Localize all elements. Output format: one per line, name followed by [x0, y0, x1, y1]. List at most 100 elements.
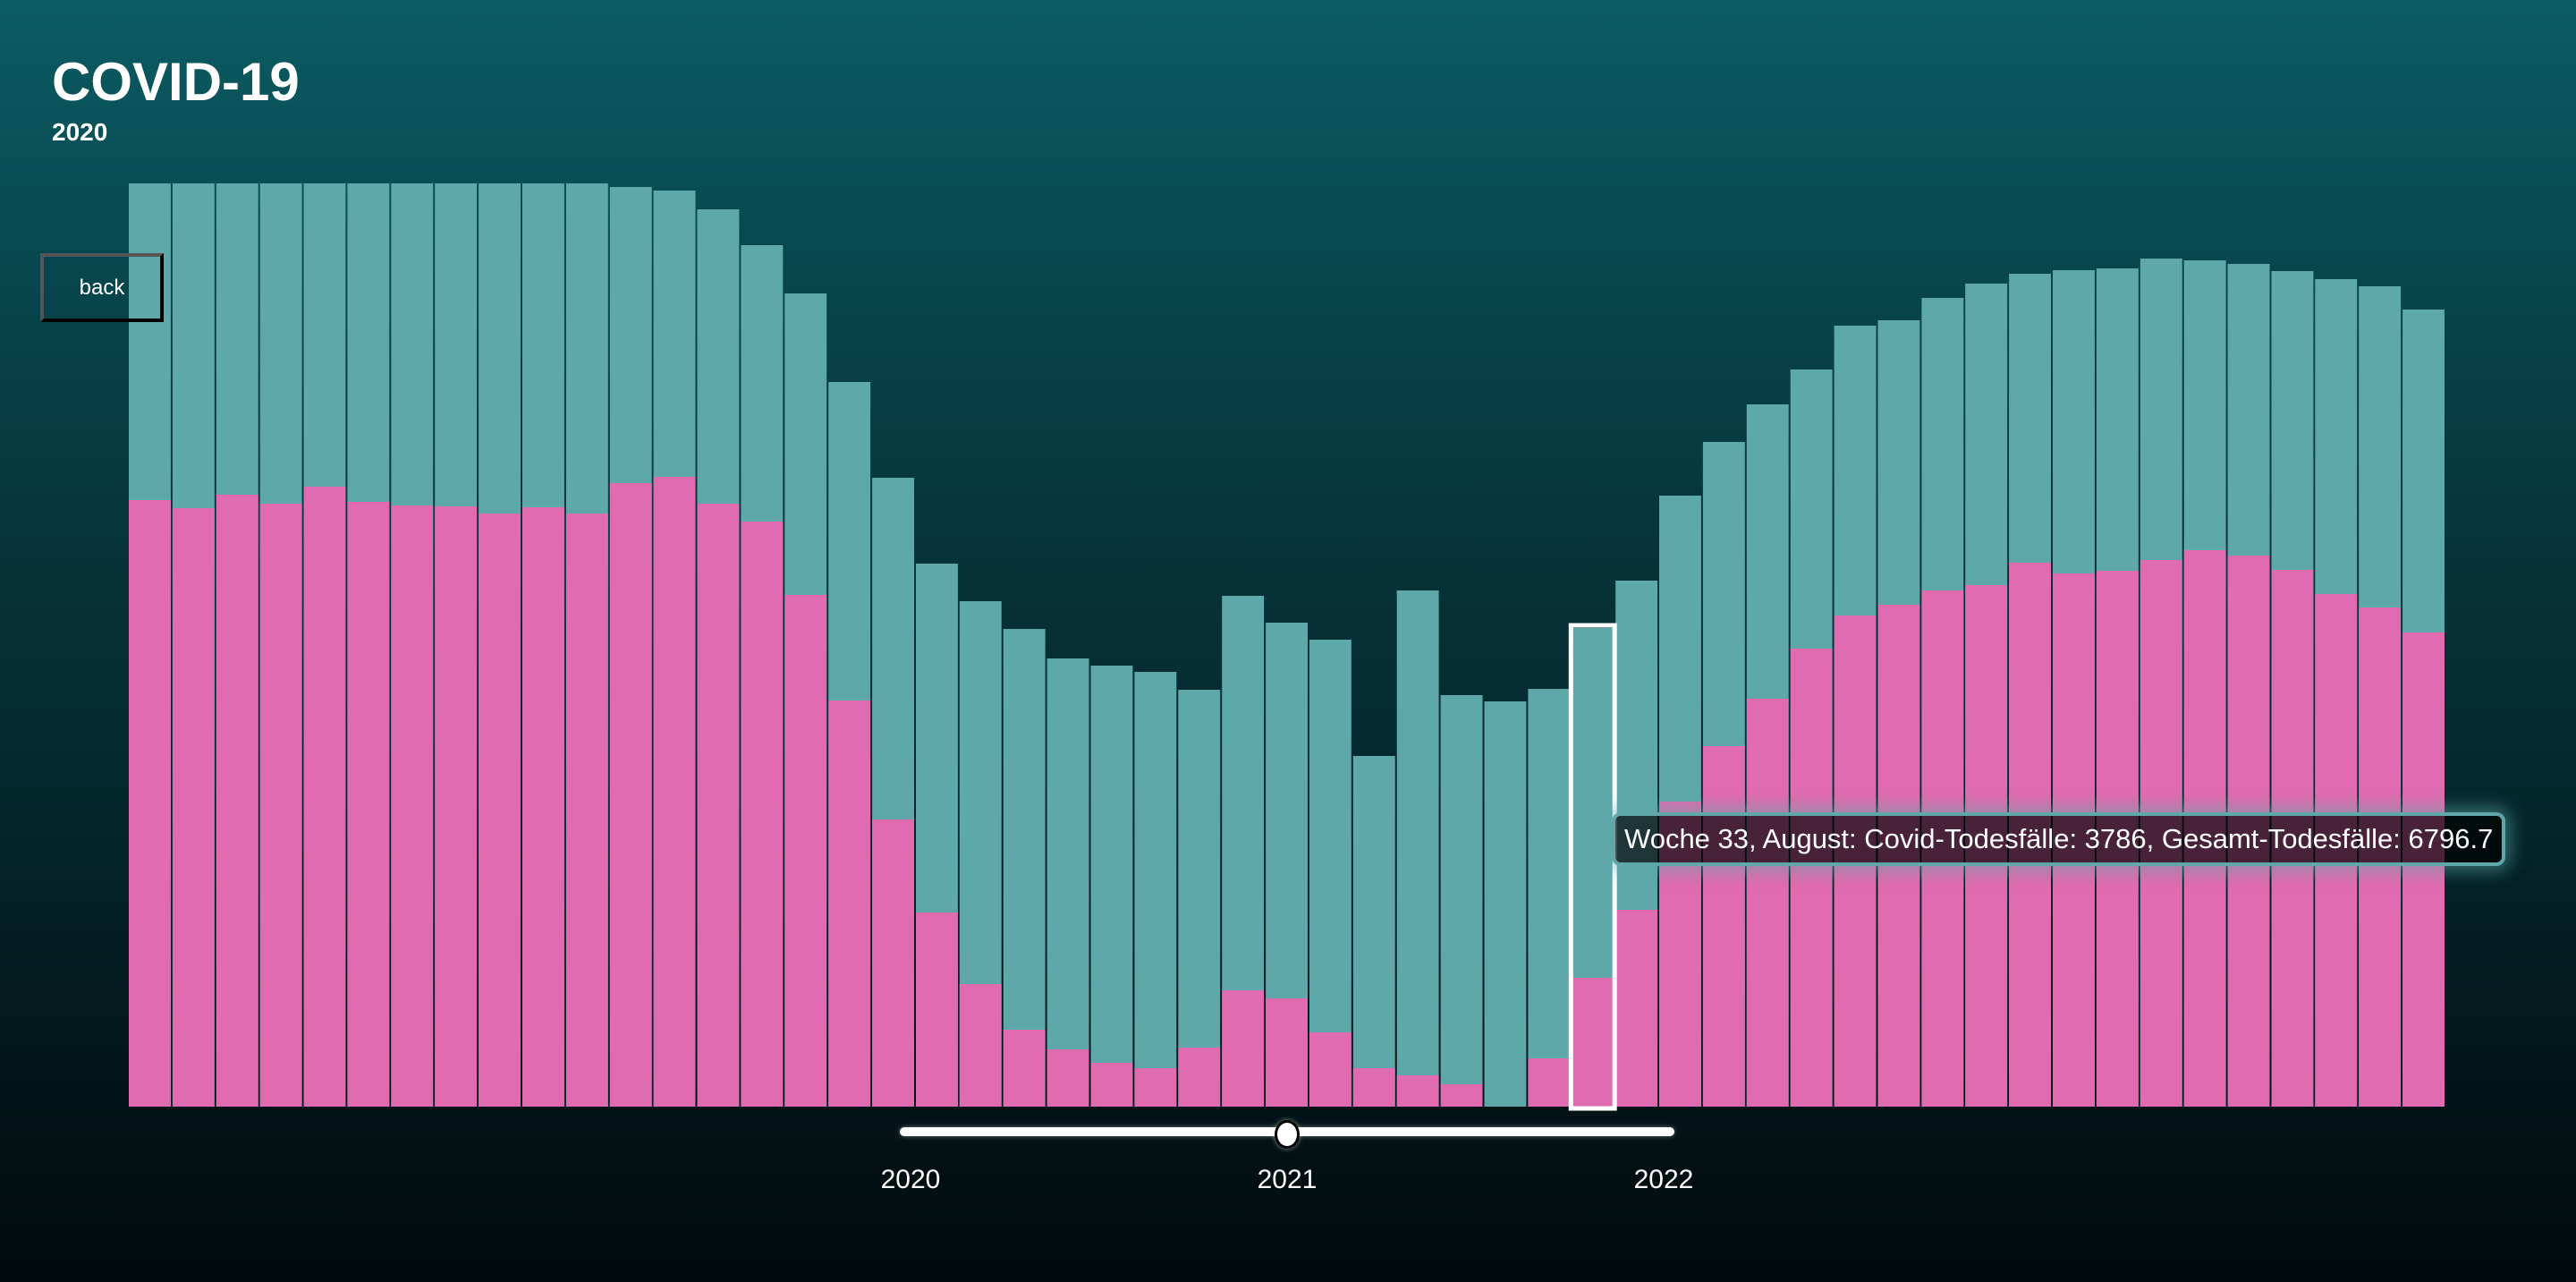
bar-week-40[interactable]: [1834, 326, 1877, 1107]
bar-covid-deaths[interactable]: [259, 504, 302, 1107]
bar-week-11[interactable]: [565, 183, 608, 1107]
bar-total-deaths[interactable]: [1352, 756, 1395, 1107]
bar-covid-deaths[interactable]: [1746, 699, 1789, 1107]
bar-total-deaths[interactable]: [1134, 672, 1177, 1107]
bar-week-10[interactable]: [522, 183, 564, 1107]
bar-week-26[interactable]: [1222, 596, 1265, 1107]
bar-week-47[interactable]: [2140, 259, 2182, 1107]
bar-covid-deaths[interactable]: [1396, 1075, 1439, 1107]
bar-week-50[interactable]: [2271, 271, 2314, 1107]
bar-week-21[interactable]: [1003, 629, 1046, 1107]
bar-week-39[interactable]: [1790, 369, 1833, 1107]
bar-week-19[interactable]: [916, 564, 958, 1107]
bar-covid-deaths[interactable]: [303, 487, 346, 1107]
bar-week-27[interactable]: [1266, 623, 1308, 1107]
bar-week-18[interactable]: [872, 478, 914, 1107]
bar-covid-deaths[interactable]: [1615, 910, 1658, 1107]
bar-total-deaths[interactable]: [1046, 658, 1089, 1107]
bar-week-1[interactable]: [129, 183, 171, 1107]
bar-week-7[interactable]: [391, 183, 434, 1107]
bar-covid-deaths[interactable]: [828, 700, 871, 1107]
bar-week-30[interactable]: [1396, 590, 1439, 1107]
bar-week-6[interactable]: [347, 183, 390, 1107]
bar-week-5[interactable]: [303, 183, 346, 1107]
bar-total-deaths[interactable]: [1484, 701, 1527, 1107]
bar-week-45[interactable]: [2053, 270, 2095, 1107]
bar-week-32[interactable]: [1484, 701, 1527, 1107]
bar-covid-deaths[interactable]: [1134, 1068, 1177, 1107]
bar-covid-deaths[interactable]: [1352, 1068, 1395, 1107]
bar-week-36[interactable]: [1659, 496, 1701, 1107]
year-slider[interactable]: [900, 1120, 1674, 1149]
bar-week-52[interactable]: [2359, 286, 2402, 1107]
bar-week-24[interactable]: [1134, 672, 1177, 1107]
bar-week-46[interactable]: [2096, 268, 2139, 1107]
bar-covid-deaths[interactable]: [1090, 1063, 1133, 1107]
bar-total-deaths[interactable]: [1090, 666, 1133, 1107]
bar-week-48[interactable]: [2183, 260, 2226, 1107]
bar-week-31[interactable]: [1440, 695, 1483, 1107]
bar-covid-deaths[interactable]: [784, 595, 827, 1107]
bar-covid-deaths[interactable]: [741, 522, 784, 1107]
bar-week-22[interactable]: [1046, 658, 1089, 1107]
bar-week-20[interactable]: [959, 601, 1002, 1107]
bar-covid-deaths[interactable]: [347, 502, 390, 1107]
bar-week-33[interactable]: [1528, 689, 1571, 1107]
bar-week-28[interactable]: [1309, 640, 1352, 1107]
bar-covid-deaths[interactable]: [522, 507, 564, 1107]
bar-covid-deaths[interactable]: [1440, 1084, 1483, 1107]
bar-covid-deaths[interactable]: [565, 514, 608, 1107]
bar-covid-deaths[interactable]: [916, 913, 958, 1107]
bar-week-12[interactable]: [609, 187, 652, 1107]
bar-week-42[interactable]: [1921, 298, 1964, 1107]
bar-covid-deaths[interactable]: [479, 514, 521, 1107]
bar-covid-deaths[interactable]: [1309, 1032, 1352, 1107]
bar-covid-deaths[interactable]: [1528, 1058, 1571, 1107]
bar-week-53[interactable]: [2402, 310, 2445, 1107]
bar-covid-deaths[interactable]: [653, 477, 696, 1107]
bar-covid-deaths[interactable]: [172, 508, 215, 1107]
bar-week-23[interactable]: [1090, 666, 1133, 1107]
bar-covid-deaths[interactable]: [697, 504, 740, 1107]
bar-week-38[interactable]: [1746, 404, 1789, 1107]
bar-week-51[interactable]: [2315, 279, 2358, 1107]
bar-covid-deaths[interactable]: [1572, 978, 1614, 1107]
bar-week-17[interactable]: [828, 382, 871, 1107]
bar-covid-deaths[interactable]: [1790, 649, 1833, 1107]
bar-total-deaths[interactable]: [1309, 640, 1352, 1107]
bar-week-43[interactable]: [1965, 284, 2008, 1107]
bar-week-3[interactable]: [216, 183, 258, 1107]
bar-total-deaths[interactable]: [1396, 590, 1439, 1107]
bar-covid-deaths[interactable]: [959, 984, 1002, 1107]
bar-week-15[interactable]: [741, 245, 784, 1107]
bar-covid-deaths[interactable]: [216, 495, 258, 1107]
bar-week-25[interactable]: [1178, 690, 1221, 1107]
bar-week-4[interactable]: [259, 183, 302, 1107]
bar-covid-deaths[interactable]: [1003, 1030, 1046, 1107]
bar-week-13[interactable]: [653, 191, 696, 1107]
bar-total-deaths[interactable]: [1528, 689, 1571, 1107]
bar-covid-deaths[interactable]: [2402, 633, 2445, 1107]
bar-week-34[interactable]: [1572, 628, 1614, 1107]
bar-week-16[interactable]: [784, 293, 827, 1107]
bar-total-deaths[interactable]: [1003, 629, 1046, 1107]
bar-covid-deaths[interactable]: [1222, 990, 1265, 1107]
bar-covid-deaths[interactable]: [391, 505, 434, 1107]
slider-handle[interactable]: [1275, 1120, 1300, 1149]
bar-total-deaths[interactable]: [1178, 690, 1221, 1107]
bar-covid-deaths[interactable]: [609, 483, 652, 1107]
bar-covid-deaths[interactable]: [872, 819, 914, 1107]
bar-week-2[interactable]: [172, 183, 215, 1107]
bar-week-41[interactable]: [1877, 320, 1920, 1107]
bar-week-44[interactable]: [2009, 274, 2051, 1107]
bar-week-14[interactable]: [697, 209, 740, 1107]
bar-covid-deaths[interactable]: [1702, 746, 1745, 1107]
bar-covid-deaths[interactable]: [435, 506, 478, 1107]
bar-covid-deaths[interactable]: [129, 500, 171, 1107]
bar-covid-deaths[interactable]: [1266, 998, 1308, 1107]
bar-covid-deaths[interactable]: [1046, 1049, 1089, 1107]
bar-week-29[interactable]: [1352, 756, 1395, 1107]
bar-week-37[interactable]: [1702, 442, 1745, 1107]
bar-week-9[interactable]: [479, 183, 521, 1107]
bar-total-deaths[interactable]: [1440, 695, 1483, 1107]
